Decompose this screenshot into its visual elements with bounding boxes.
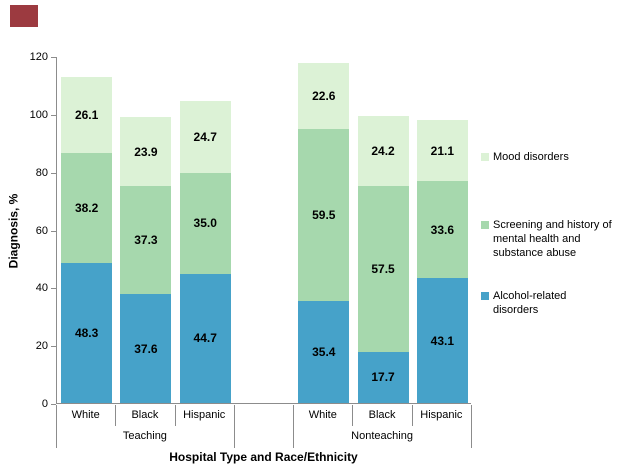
legend-swatch <box>481 292 489 300</box>
bar-value-label: 57.5 <box>371 261 395 276</box>
y-tick-label: 80 <box>35 166 48 179</box>
bar-segment: 37.3 <box>120 186 172 295</box>
bar-value-label: 38.2 <box>74 201 99 216</box>
bar-stack: 22.6 59.5 35.4 <box>298 63 350 403</box>
legend-label-line: Mood disorders <box>493 151 569 163</box>
bar-value-label: 37.3 <box>134 233 158 248</box>
x-category-separator <box>115 405 117 426</box>
y-tick-mark <box>51 115 56 116</box>
legend-label: Alcohol-related disorders <box>493 289 626 317</box>
bar-segment: 59.5 <box>298 128 350 301</box>
bar-value-label: 59.5 <box>312 207 336 222</box>
bar-stack: 24.7 35.0 44.7 <box>179 101 231 403</box>
x-group-separator <box>233 405 235 448</box>
y-tick-mark <box>51 231 56 232</box>
bar-value-label: 35.0 <box>193 216 217 231</box>
x-category-label: Black <box>131 409 159 421</box>
x-category-separator <box>411 405 413 426</box>
bar-value-label: 44.7 <box>193 331 217 346</box>
bar-segment: 48.3 <box>61 263 113 403</box>
x-axis-title: Hospital Type and Race/Ethnicity <box>169 450 358 464</box>
legend-label-line: Screening and history of <box>493 219 612 231</box>
y-tick-mark <box>51 404 56 405</box>
bar-segment: 43.1 <box>416 278 468 403</box>
x-group-separator <box>471 405 472 448</box>
bar-segment: 26.1 <box>61 77 113 153</box>
bar-stack: 23.9 37.3 37.6 <box>120 117 172 403</box>
x-group-label-teaching: Teaching <box>122 430 167 442</box>
bar-value-label: 35.4 <box>312 344 336 359</box>
bar-value-label: 33.6 <box>430 222 455 237</box>
y-tick-mark <box>51 57 56 58</box>
y-tick-mark <box>51 288 56 289</box>
bar-value-label: 23.9 <box>134 144 158 159</box>
bar-value-label: 43.1 <box>430 333 455 348</box>
plot-area: 26.1 38.2 48.3 23.9 37.3 37.6 24.7 35.0 44.7 22.6… <box>56 57 471 404</box>
bar-segment: 21.1 <box>416 120 468 182</box>
bar-stack: 26.1 38.2 48.3 <box>61 77 113 403</box>
bars-container: 26.1 38.2 48.3 23.9 37.3 37.6 24.7 35.0 44.7 22.6… <box>57 57 471 403</box>
y-tick-label: 40 <box>35 282 48 295</box>
y-tick-label: 60 <box>35 224 48 237</box>
x-category-label: Hispanic <box>183 409 226 421</box>
bar-segment: 33.6 <box>416 181 468 279</box>
x-category-label: White <box>71 409 100 421</box>
x-category-separator <box>352 405 354 426</box>
bar-segment: 22.6 <box>298 63 350 129</box>
legend-label-line: mental health and <box>493 233 581 245</box>
bar-value-label: 48.3 <box>74 326 99 341</box>
legend-label: Screening and history of mental health an… <box>493 218 626 260</box>
bar-value-label: 21.1 <box>430 143 455 158</box>
bar-stack: 21.1 33.6 43.1 <box>416 120 468 403</box>
y-tick-label: 100 <box>29 108 48 121</box>
x-category-separator <box>174 405 176 426</box>
bar-value-label: 24.7 <box>193 129 217 144</box>
bar-value-label: 22.6 <box>312 88 336 103</box>
legend-label-line: disorders <box>493 304 539 316</box>
y-tick-mark <box>51 173 56 174</box>
bar-value-label: 17.7 <box>371 370 395 385</box>
x-group-separator <box>293 405 295 448</box>
legend-item: Mood disorders <box>481 150 626 164</box>
legend-label: Mood disorders <box>493 150 626 164</box>
corner-mark <box>10 5 38 27</box>
x-category-label: Black <box>368 409 396 421</box>
bar-segment: 24.7 <box>179 101 231 173</box>
bar-segment: 44.7 <box>179 273 231 403</box>
y-tick-label: 120 <box>29 51 48 63</box>
y-tick-label: 20 <box>35 340 48 353</box>
bar-value-label: 26.1 <box>74 108 99 123</box>
legend-item: Alcohol-related disorders <box>481 289 626 317</box>
y-tick-label: 0 <box>41 398 48 410</box>
bar-stack: 24.2 57.5 17.7 <box>357 115 409 403</box>
bar-segment: 17.7 <box>357 351 409 403</box>
x-category-label: White <box>308 409 337 421</box>
bar-segment: 37.6 <box>120 294 172 403</box>
legend-item: Screening and history of mental health an… <box>481 218 626 260</box>
bar-segment: 35.0 <box>179 172 231 274</box>
legend-swatch <box>481 221 489 229</box>
bar-value-label: 37.6 <box>134 341 158 356</box>
bar-segment: 35.4 <box>298 300 350 403</box>
y-tick-mark <box>51 346 56 347</box>
x-group-separator <box>56 405 57 448</box>
legend-swatch <box>481 153 489 161</box>
x-category-label: Hispanic <box>420 409 463 421</box>
legend-label-line: Alcohol-related <box>493 290 567 302</box>
bar-value-label: 24.2 <box>371 143 395 158</box>
bar-segment: 57.5 <box>357 185 409 352</box>
x-group-label-nonteaching: Nonteaching <box>351 430 413 442</box>
bar-segment: 38.2 <box>61 152 113 264</box>
bar-segment: 24.2 <box>357 115 409 186</box>
bar-segment: 23.9 <box>120 117 172 187</box>
legend-label-line: substance abuse <box>493 247 577 259</box>
